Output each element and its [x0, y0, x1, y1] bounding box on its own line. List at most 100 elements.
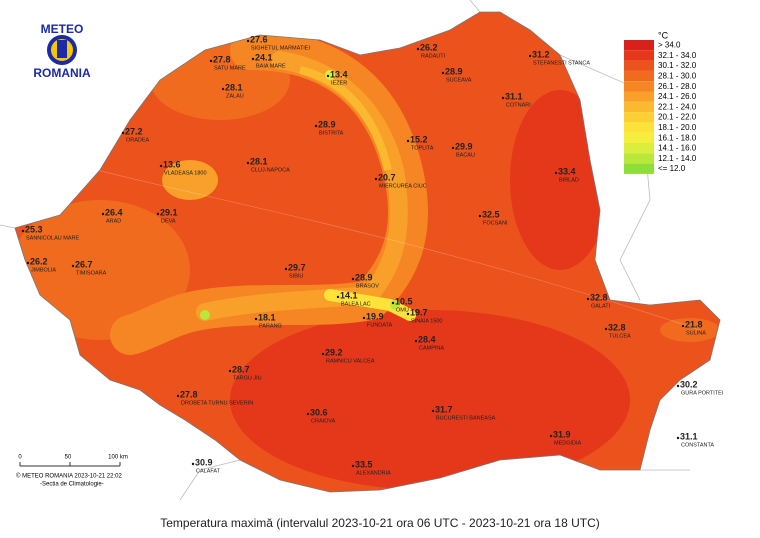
- station-name: RAMNICU VALCEA: [326, 358, 375, 364]
- station-name: GALATI: [591, 303, 611, 309]
- station-dot: [176, 394, 180, 398]
- station-dot: [314, 124, 318, 128]
- station-value: 10.5: [395, 296, 413, 306]
- station-value: 33.5: [355, 459, 373, 469]
- station-value: 14.1: [340, 290, 358, 300]
- station-dot: [451, 146, 455, 150]
- station-dot: [101, 212, 105, 216]
- station-value: 27.6: [250, 34, 268, 44]
- station-dot: [246, 39, 250, 43]
- legend-unit: °C: [658, 30, 669, 40]
- legend-swatch: [624, 132, 654, 143]
- station-name: SIGHETUL MARMATIEI: [251, 45, 310, 51]
- legend-label: 24.1 - 26.0: [658, 92, 697, 101]
- station-name: BISTRITA: [319, 130, 344, 136]
- station-value: 31.2: [532, 49, 550, 59]
- station-value: 28.9: [445, 66, 463, 76]
- station-value: 26.2: [30, 256, 48, 266]
- legend-swatch: [624, 153, 654, 164]
- station-name: CLUJ-NAPOCA: [251, 167, 290, 173]
- station-dot: [431, 409, 435, 413]
- station-name: BUCURESTI BANEASA: [436, 415, 496, 421]
- station-value: 33.4: [558, 166, 576, 176]
- legend-swatch: [624, 101, 654, 113]
- legend-label: 32.1 - 34.0: [658, 51, 697, 60]
- scale-label: 50: [65, 455, 72, 461]
- station-dot: [681, 324, 685, 328]
- station-value: 28.1: [225, 82, 243, 92]
- station-name: BALEA LAC: [341, 301, 371, 307]
- station-dot: [221, 87, 225, 91]
- station-name: IEZER: [331, 80, 347, 86]
- station-dot: [254, 317, 258, 321]
- legend-swatch: [624, 143, 654, 154]
- station-value: 31.1: [505, 91, 523, 101]
- station-value: 26.2: [420, 42, 438, 52]
- station-dot: [374, 177, 378, 181]
- station-value: 32.5: [482, 209, 500, 219]
- station-name: BRASOV: [356, 283, 379, 289]
- station-dot: [554, 171, 558, 175]
- credit: -Sectia de Climatologie-: [40, 482, 104, 488]
- station-name: DEVA: [161, 218, 176, 224]
- station-name: SULINA: [686, 330, 706, 336]
- legend-swatch: [624, 60, 654, 71]
- station-dot: [406, 312, 410, 316]
- station-dot: [604, 327, 608, 331]
- station-dot: [586, 297, 590, 301]
- station-name: SATU MARE: [214, 65, 246, 71]
- station-value: 28.9: [355, 272, 373, 282]
- station-value: 30.2: [680, 379, 698, 389]
- station-dot: [441, 71, 445, 75]
- scale-label: 100 km: [108, 455, 128, 461]
- station-dot: [549, 434, 553, 438]
- station-name: CAMPINA: [419, 345, 444, 351]
- station-dot: [209, 59, 213, 63]
- legend-swatch: [624, 163, 654, 174]
- station-dot: [528, 54, 532, 58]
- scale-bar: 0 50 100 km © METEO ROMANIA 2023-10-21 2…: [16, 455, 128, 488]
- legend-label: 20.1 - 22.0: [658, 113, 697, 122]
- station-value: 26.4: [105, 207, 123, 217]
- station-name: TULCEA: [609, 333, 631, 339]
- station-value: 31.7: [435, 404, 453, 414]
- station-value: 29.1: [160, 207, 178, 217]
- legend-swatch: [624, 112, 654, 123]
- station-name: SUCEAVA: [446, 77, 472, 83]
- station-value: 13.6: [163, 159, 181, 169]
- station-value: 27.8: [213, 54, 231, 64]
- station-dot: [156, 212, 160, 216]
- legend-swatch: [624, 122, 654, 133]
- station-dot: [246, 161, 250, 165]
- station-value: 24.1: [255, 52, 273, 62]
- station-name: TARGU JIU: [233, 375, 262, 381]
- station-dot: [362, 316, 366, 320]
- credit: © METEO ROMANIA 2023-10-21 22:02: [16, 473, 122, 480]
- station-name: COTNARI: [506, 102, 531, 108]
- station-name: SANNICOLAU MARE: [26, 235, 80, 241]
- station-name: JIMBOLIA: [31, 267, 56, 273]
- station-dot: [416, 47, 420, 51]
- legend-swatch: [624, 91, 654, 102]
- station-value: 29.9: [455, 141, 473, 151]
- station-name: BACAU: [456, 152, 475, 158]
- station-name: STEFANESTI STANCA: [533, 60, 590, 66]
- station-name: VLADEASA 1800: [164, 170, 207, 176]
- station-dot: [351, 277, 355, 281]
- legend-label: > 34.0: [658, 41, 681, 50]
- legend-swatch: [624, 81, 654, 92]
- station-name: CRAIOVA: [311, 418, 336, 424]
- station-value: 28.7: [232, 364, 250, 374]
- map-title: Temperatura maximă (intervalul 2023-10-2…: [160, 516, 600, 530]
- station-name: ZALAU: [226, 93, 244, 99]
- station-dot: [478, 214, 482, 218]
- legend-label: 18.1 - 20.0: [658, 123, 697, 132]
- station-value: 19.7: [410, 307, 428, 317]
- station-value: 18.1: [258, 312, 276, 322]
- station-name: SINAIA 1500: [411, 318, 443, 324]
- station-value: 25.3: [25, 224, 43, 234]
- station-value: 31.1: [680, 431, 698, 441]
- legend-label: 28.1 - 30.0: [658, 72, 697, 81]
